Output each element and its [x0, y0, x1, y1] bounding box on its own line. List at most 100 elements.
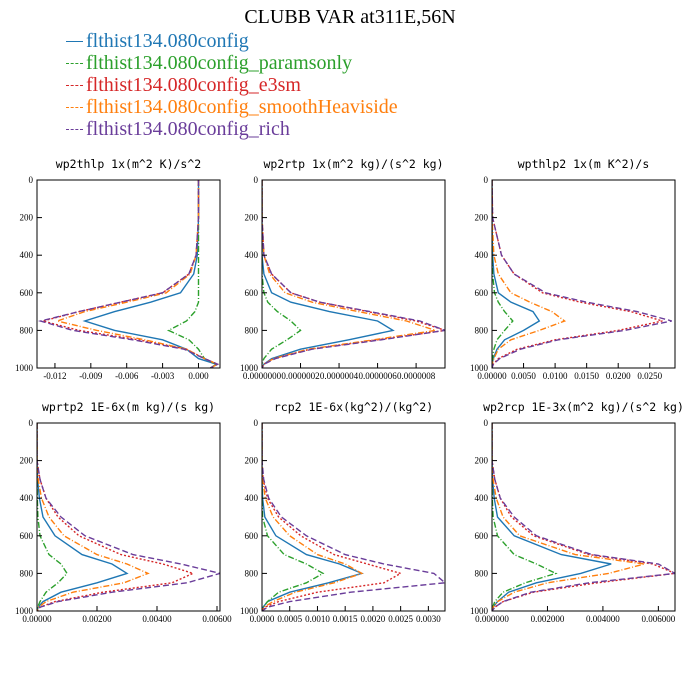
x-tick-label: 0.0100 — [543, 371, 568, 381]
series-line — [37, 423, 150, 611]
y-tick-label: 1000 — [15, 606, 34, 616]
series-line — [492, 180, 541, 368]
y-tick-label: 800 — [20, 325, 34, 335]
series-line — [262, 180, 302, 368]
x-tick-label: 0.006000 — [641, 614, 675, 624]
y-tick-label: 400 — [20, 250, 34, 260]
subplot-title: rcp2 1E-6x(kg^2)/(kg^2) — [274, 400, 433, 414]
series-line — [37, 423, 129, 611]
x-tick-label: 0.0150 — [574, 371, 599, 381]
y-tick-label: 600 — [475, 531, 489, 541]
series-line — [492, 180, 567, 368]
x-tick-label: 0.004000 — [586, 614, 620, 624]
y-tick-label: 400 — [475, 493, 489, 503]
x-tick-label: 0.0000000 — [243, 371, 282, 381]
x-tick-label: 0.00000 — [22, 614, 52, 624]
legend-label: flthist134.080config_e3sm — [86, 73, 301, 96]
y-tick-label: 800 — [20, 568, 34, 578]
series-line — [492, 180, 514, 368]
y-tick-label: 400 — [245, 493, 259, 503]
y-tick-label: 200 — [20, 213, 34, 223]
x-tick-label: 0.0000008 — [397, 371, 436, 381]
y-tick-label: 0 — [254, 175, 259, 185]
axes-frame — [36, 179, 221, 369]
y-tick-label: 0 — [484, 418, 489, 428]
series-line — [262, 180, 436, 368]
subplot-title: wprtp2 1E-6x(m kg)/(s kg) — [42, 400, 215, 414]
series-line — [262, 423, 364, 611]
subplot-title: wpthlp2 1x(m K^2)/s — [518, 157, 650, 171]
x-tick-label: -0.012 — [43, 371, 66, 381]
legend-label: flthist134.080config_smoothHeaviside — [86, 95, 398, 118]
series-line — [167, 180, 218, 368]
x-tick-label: 0.0015 — [333, 614, 358, 624]
subplot: wp2rcp 1E-3x(m^2 kg)/(s^2 kg) 0 200 400 600 8… — [470, 400, 684, 624]
subplot: wprtp2 1E-6x(m kg)/(s kg) 0 200 400 600 800 10… — [15, 400, 232, 624]
legend-item: flthist134.080config_smoothHeaviside — [66, 96, 398, 118]
x-tick-label: 0.00600 — [202, 614, 232, 624]
legend-line-icon — [66, 40, 83, 42]
subplot: wp2rtp 1x(m^2 kg)/(s^2 kg) 0 200 400 600 800 1… — [240, 157, 446, 381]
x-tick-label: -0.003 — [151, 371, 175, 381]
subplot-title: wp2rtp 1x(m^2 kg)/(s^2 kg) — [263, 157, 443, 171]
series-line — [262, 423, 403, 611]
y-tick-label: 400 — [245, 250, 259, 260]
series-line — [37, 180, 220, 368]
x-tick-label: 0.0030 — [416, 614, 441, 624]
series-line — [492, 423, 675, 611]
series-line — [262, 423, 364, 611]
x-tick-label: 0.0005 — [277, 614, 302, 624]
x-tick-label: 0.0000006 — [358, 371, 397, 381]
x-tick-label: -0.006 — [115, 371, 139, 381]
x-tick-label: 0.0200 — [606, 371, 631, 381]
series-line — [492, 423, 675, 611]
y-tick-label: 600 — [245, 531, 259, 541]
y-tick-label: 0 — [254, 418, 259, 428]
series-line — [492, 423, 645, 611]
figure-title: CLUBB VAR at311E,56N — [244, 6, 456, 28]
y-tick-label: 0 — [29, 418, 34, 428]
legend-item: flthist134.080config_rich — [66, 118, 398, 140]
series-line — [82, 180, 219, 368]
y-tick-label: 0 — [484, 175, 489, 185]
axes-frame — [261, 422, 446, 612]
subplot: wpthlp2 1x(m K^2)/s020040060080010000.00… — [470, 157, 676, 381]
series-line — [37, 423, 220, 611]
subplot: rcp2 1E-6x(kg^2)/(kg^2) 0 200 400 600 800 1000… — [240, 400, 446, 624]
axes-frame — [36, 422, 221, 612]
x-tick-label: 0.00400 — [142, 614, 172, 624]
y-tick-label: 200 — [245, 456, 259, 466]
legend-line-icon — [66, 62, 83, 64]
axes-frame — [261, 179, 446, 369]
legend-item: flthist134.080config_e3sm — [66, 74, 398, 96]
y-tick-label: 200 — [475, 213, 489, 223]
subplot-title: wp2rcp 1E-3x(m^2 kg)/(s^2 kg) — [483, 400, 684, 414]
x-tick-label: 0.0000002 — [281, 371, 319, 381]
x-tick-label: -0.009 — [79, 371, 103, 381]
y-tick-label: 600 — [245, 288, 259, 298]
y-tick-label: 200 — [475, 456, 489, 466]
y-tick-label: 200 — [245, 213, 259, 223]
x-tick-label: 0.000000 — [475, 614, 509, 624]
legend-label: flthist134.080config_rich — [86, 117, 290, 140]
y-tick-label: 200 — [20, 456, 34, 466]
x-tick-label: 0.000 — [188, 371, 209, 381]
series-line — [37, 423, 68, 611]
y-tick-label: 600 — [20, 531, 34, 541]
subplot: wp2thlp 1x(m^2 K)/s^2 0 200 400 600 800 1000 -0… — [15, 157, 221, 381]
y-tick-label: 800 — [245, 325, 259, 335]
y-tick-label: 0 — [29, 175, 34, 185]
legend: flthist134.080config flthist134.080confi… — [66, 30, 398, 140]
y-tick-label: 800 — [475, 325, 489, 335]
y-tick-label: 600 — [20, 288, 34, 298]
series-line — [262, 423, 325, 611]
legend-line-icon — [66, 106, 83, 108]
series-line — [492, 180, 672, 368]
y-tick-label: 1000 — [15, 363, 34, 373]
legend-line-icon — [66, 128, 83, 130]
axes-frame — [491, 422, 676, 612]
legend-label: flthist134.080config_paramsonly — [86, 51, 353, 74]
x-tick-label: 0.002000 — [531, 614, 565, 624]
y-tick-label: 400 — [475, 250, 489, 260]
